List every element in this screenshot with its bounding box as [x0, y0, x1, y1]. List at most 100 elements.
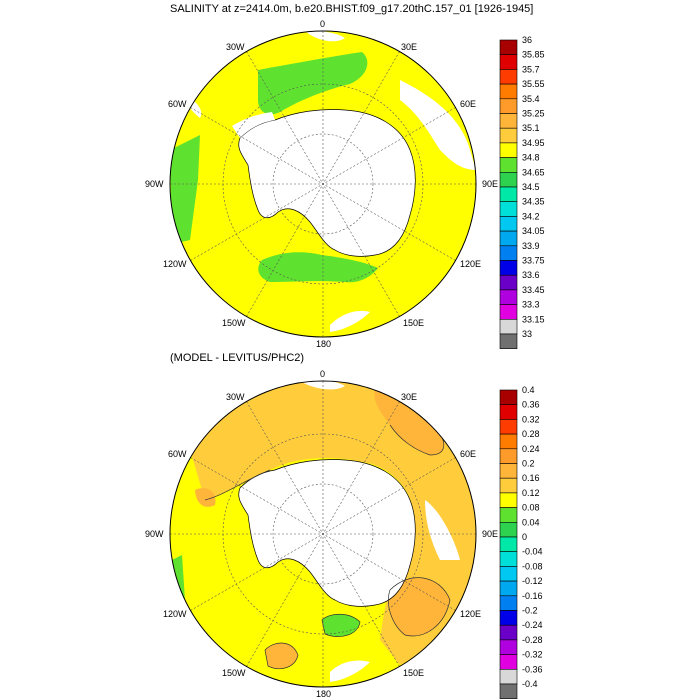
lon-label: 60W: [168, 99, 187, 109]
lon-label: 150W: [222, 668, 246, 678]
colorbar-swatch: [499, 157, 518, 173]
colorbar-label: 34.05: [522, 226, 545, 236]
lon-label: 120W: [163, 259, 187, 269]
colorbar-swatch: [499, 83, 518, 100]
lon-label: 150W: [222, 318, 246, 328]
colorbar-label: 35.1: [522, 123, 540, 133]
difference-low-region: [322, 614, 360, 637]
colorbar-swatch: [499, 186, 518, 202]
lon-label: 180: [316, 689, 331, 699]
map-boundary: [169, 30, 477, 338]
colorbar-swatch: [499, 304, 518, 320]
colorbar-swatch: [499, 404, 518, 420]
salinity-low-region: [258, 52, 368, 115]
colorbar-label: 34.95: [522, 138, 545, 148]
colorbar-swatch: [499, 274, 518, 291]
colorbar-label: 34.5: [522, 182, 540, 192]
colorbar-label: -0.4: [522, 679, 538, 689]
colorbar-label: 33.9: [522, 241, 540, 251]
colorbar-swatch: [499, 260, 518, 276]
colorbar-swatch: [499, 54, 518, 70]
difference-high-region: [195, 488, 216, 507]
graticule: [170, 381, 476, 687]
longitude-labels-panel2: 0 30E 60E 90E 120E 150E 180 150W 120W 90…: [145, 369, 498, 699]
panel1-title: SALINITY at z=2414.0m, b.e20.BHIST.f09_g…: [170, 3, 534, 15]
colorbar-swatch: [499, 201, 518, 217]
graticule: [170, 31, 476, 337]
colorbar-swatch: [499, 245, 518, 261]
antarctica-landmass: [238, 109, 416, 257]
colorbar-label: -0.04: [522, 547, 543, 557]
no-data-region: [330, 310, 370, 332]
lon-label: 0: [320, 19, 325, 29]
lon-label: 120E: [460, 259, 481, 269]
colorbar-swatch: [499, 654, 518, 670]
colorbar-label: 0.28: [522, 429, 540, 439]
colorbar-label: 0.32: [522, 414, 540, 424]
colorbar-label: 36: [522, 35, 532, 45]
sea-ice-margin: [232, 112, 275, 138]
colorbar-label: -0.16: [522, 591, 543, 601]
colorbar-label: 0.24: [522, 444, 540, 454]
colorbar-label: 34.35: [522, 197, 545, 207]
colorbar-swatch: [499, 551, 518, 567]
lon-label: 180: [316, 339, 331, 349]
longitude-labels-panel1: 0 30E 60E 90E 120E 150E 180 150W 120W 90…: [145, 19, 498, 349]
colorbar-swatch: [499, 142, 518, 158]
colorbar-label: -0.36: [522, 664, 543, 674]
colorbar-swatch: [499, 595, 518, 611]
colorbar-swatch: [499, 216, 518, 232]
colorbar-swatch: [499, 610, 518, 626]
colorbar-swatch: [499, 683, 518, 699]
difference-high-region: [388, 577, 450, 636]
lon-label: 150E: [403, 668, 424, 678]
colorbar-swatch: [499, 172, 518, 188]
lon-label: 30E: [401, 392, 417, 402]
salinity-low-region: [170, 135, 200, 244]
colorbar-label: 0.4: [522, 385, 535, 395]
colorbar-difference: 0.4 0.36 0.32 0.28 0.24 0.2 0.16 0.12 0.08 0.04 0 -…: [499, 385, 543, 699]
colorbar-label: 0.12: [522, 488, 540, 498]
no-data-region: [300, 381, 345, 390]
lon-label: 90W: [145, 529, 164, 539]
panel2-title: (MODEL - LEVITUS/PHC2): [170, 352, 305, 364]
antarctica-landmass: [238, 459, 416, 607]
map-boundary: [169, 380, 477, 688]
lon-label: 120W: [163, 609, 187, 619]
colorbar-label: 33.75: [522, 256, 545, 266]
colorbar-swatch: [499, 419, 518, 435]
no-data-region: [330, 660, 370, 682]
colorbar-swatch: [499, 507, 518, 523]
colorbar-label: 34.2: [522, 211, 540, 221]
colorbar-label: 33.3: [522, 300, 540, 310]
colorbar-swatch: [499, 668, 518, 685]
colorbar-swatch: [499, 448, 518, 464]
colorbar-label: 0: [522, 532, 527, 542]
colorbar-salinity: 36 35.85 35.7 35.55 35.4 35.25 35.1 34.95 34.8 34…: [499, 35, 545, 349]
colorbar-label: 35.85: [522, 50, 545, 60]
no-data-region: [425, 500, 460, 560]
colorbar-label: 34.8: [522, 153, 540, 163]
lon-label: 30W: [226, 392, 245, 402]
colorbar-label: 33.6: [522, 270, 540, 280]
colorbar-swatch: [499, 492, 518, 508]
colorbar-swatch: [499, 333, 518, 349]
lon-label: 120E: [460, 609, 481, 619]
colorbar-swatch: [499, 639, 518, 655]
colorbar-label: -0.12: [522, 576, 543, 586]
lon-label: 60W: [168, 449, 187, 459]
colorbar-swatch: [499, 98, 518, 114]
no-data-region: [305, 31, 345, 42]
colorbar-swatch: [499, 521, 518, 538]
colorbar-label: 0.08: [522, 503, 540, 513]
lon-label: 30E: [401, 42, 417, 52]
no-data-region: [400, 80, 476, 170]
colorbar-label: 0.04: [522, 517, 540, 527]
colorbar-swatch: [499, 69, 518, 85]
lon-label: 150E: [403, 318, 424, 328]
colorbar-label: 0.2: [522, 459, 535, 469]
lon-label: 90E: [482, 179, 498, 189]
colorbar-swatch: [499, 113, 518, 129]
colorbar-swatch: [499, 463, 518, 479]
